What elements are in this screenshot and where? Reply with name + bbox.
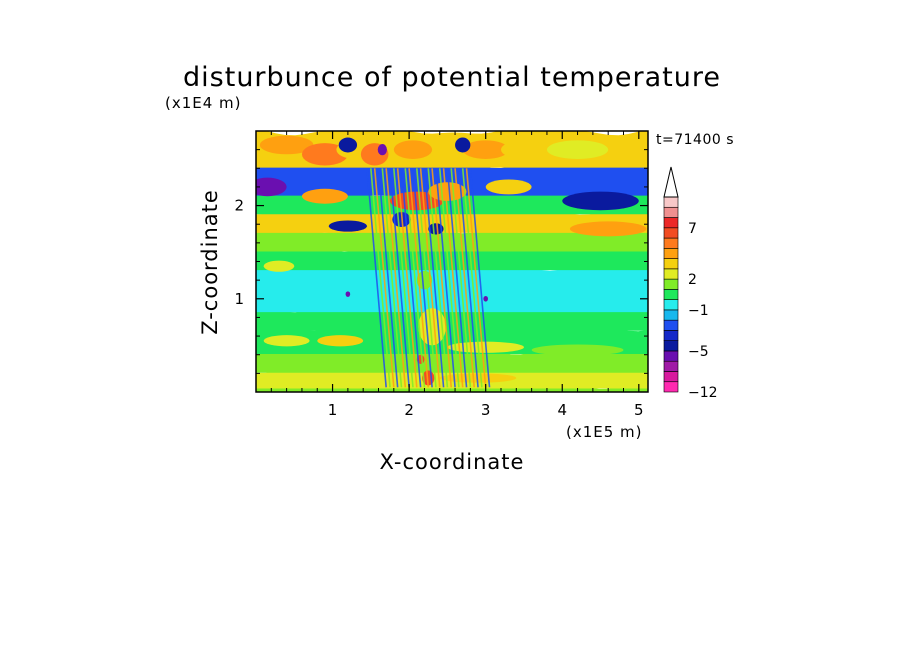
colorbar-extend-arrow — [663, 166, 679, 198]
colorbar-bin — [663, 319, 679, 331]
colorbar-bin — [663, 350, 679, 362]
x-tick-label: 1 — [328, 401, 338, 419]
y-unit-label: (x1E4 m) — [165, 94, 242, 112]
field-streak — [442, 168, 464, 388]
field-blob — [416, 270, 433, 290]
y-axis-ticks: 12 — [234, 149, 648, 374]
x-axis-ticks: 1 2 3 4 5 — [270, 131, 644, 419]
field-streak — [431, 168, 453, 388]
y-axis-label: Z-coordinate — [198, 189, 222, 335]
field-blob — [345, 291, 351, 297]
field-blob — [256, 177, 287, 197]
x-tick-label: 3 — [481, 401, 491, 419]
y-tick-label: 1 — [234, 290, 244, 308]
field-streak — [385, 168, 407, 388]
field-blob — [462, 140, 509, 159]
field-features — [256, 135, 647, 388]
field-layer — [256, 261, 648, 313]
field-blob — [263, 335, 310, 347]
y-tick-label: 2 — [234, 197, 244, 215]
field-blob — [259, 135, 314, 155]
plot-area — [256, 131, 648, 392]
x-tick-label: 4 — [557, 401, 567, 419]
x-tick-label: 5 — [634, 401, 644, 419]
colorbar-tick-label: 2 — [688, 272, 697, 288]
field-streak — [438, 168, 460, 388]
field-streak — [446, 168, 468, 388]
colorbar-bin — [663, 371, 679, 383]
chart-title: disturbunce of potential temperature — [183, 62, 721, 93]
colorbar-bin — [663, 278, 679, 290]
colorbar-bin — [663, 309, 679, 321]
field-blob — [546, 140, 609, 159]
field-streak — [465, 168, 487, 388]
field-streak — [427, 168, 449, 388]
x-unit-label: (x1E5 m) — [566, 423, 643, 441]
colorbar-bin — [663, 268, 679, 280]
field-streak — [415, 168, 437, 388]
field-blob — [393, 140, 433, 159]
field-blob — [562, 191, 639, 211]
colorbar-bin — [663, 237, 679, 249]
field-streak — [381, 168, 403, 388]
x-tick-label: 2 — [404, 401, 414, 419]
field-streak — [412, 168, 433, 388]
field-streak — [370, 168, 391, 388]
field-blob — [501, 140, 547, 159]
x-axis-label: X-coordinate — [380, 450, 525, 474]
colorbar-bin — [663, 217, 679, 229]
field-streak — [404, 168, 426, 388]
field-streak — [400, 168, 422, 388]
field-streak — [408, 168, 430, 388]
field-blob — [301, 143, 348, 166]
field-streak — [458, 168, 479, 388]
field-streak — [366, 168, 387, 388]
colorbar-bin — [663, 340, 679, 352]
time-label: t=71400 s — [656, 132, 734, 148]
field-blob — [483, 295, 488, 302]
field-blob — [531, 344, 624, 356]
field-streak — [373, 168, 395, 388]
field-blob — [569, 221, 647, 237]
colorbar-tick-label: −1 — [688, 303, 709, 319]
field-blob — [428, 223, 444, 235]
colorbar-bin — [663, 258, 679, 270]
field-blob — [338, 137, 358, 153]
field-blob — [301, 188, 348, 204]
field-blob — [377, 144, 387, 156]
colorbar-bin — [663, 248, 679, 259]
colorbar-bin — [663, 227, 679, 239]
colorbar-bin — [663, 360, 679, 372]
field-streak — [454, 168, 476, 388]
field-streak — [435, 168, 456, 388]
field-streak — [389, 168, 410, 388]
field-blob — [317, 335, 364, 347]
field-streak — [423, 168, 445, 388]
field-streak — [393, 168, 414, 388]
field-blob — [263, 260, 295, 272]
field-blob — [485, 179, 532, 195]
colorbar-bin — [663, 206, 679, 218]
colorbar-tick-label: 7 — [688, 221, 697, 237]
field-streak — [419, 168, 441, 388]
field-streak — [461, 168, 483, 388]
field-streak — [469, 168, 491, 388]
colorbar-bin — [663, 289, 679, 300]
field-blob — [455, 137, 471, 153]
field-streak — [377, 168, 399, 388]
colorbar-bin — [663, 330, 679, 341]
colorbar-bin — [663, 196, 679, 208]
colorbar-tick-label: −12 — [688, 385, 718, 401]
colorbar-bin — [663, 299, 679, 311]
field-streak — [450, 168, 472, 388]
colorbar-tick-label: −5 — [688, 344, 709, 360]
field-blob — [328, 220, 368, 232]
colorbar-bin — [663, 381, 679, 393]
field-streak — [396, 168, 418, 388]
colorbar: −12−5−127 — [663, 166, 718, 401]
